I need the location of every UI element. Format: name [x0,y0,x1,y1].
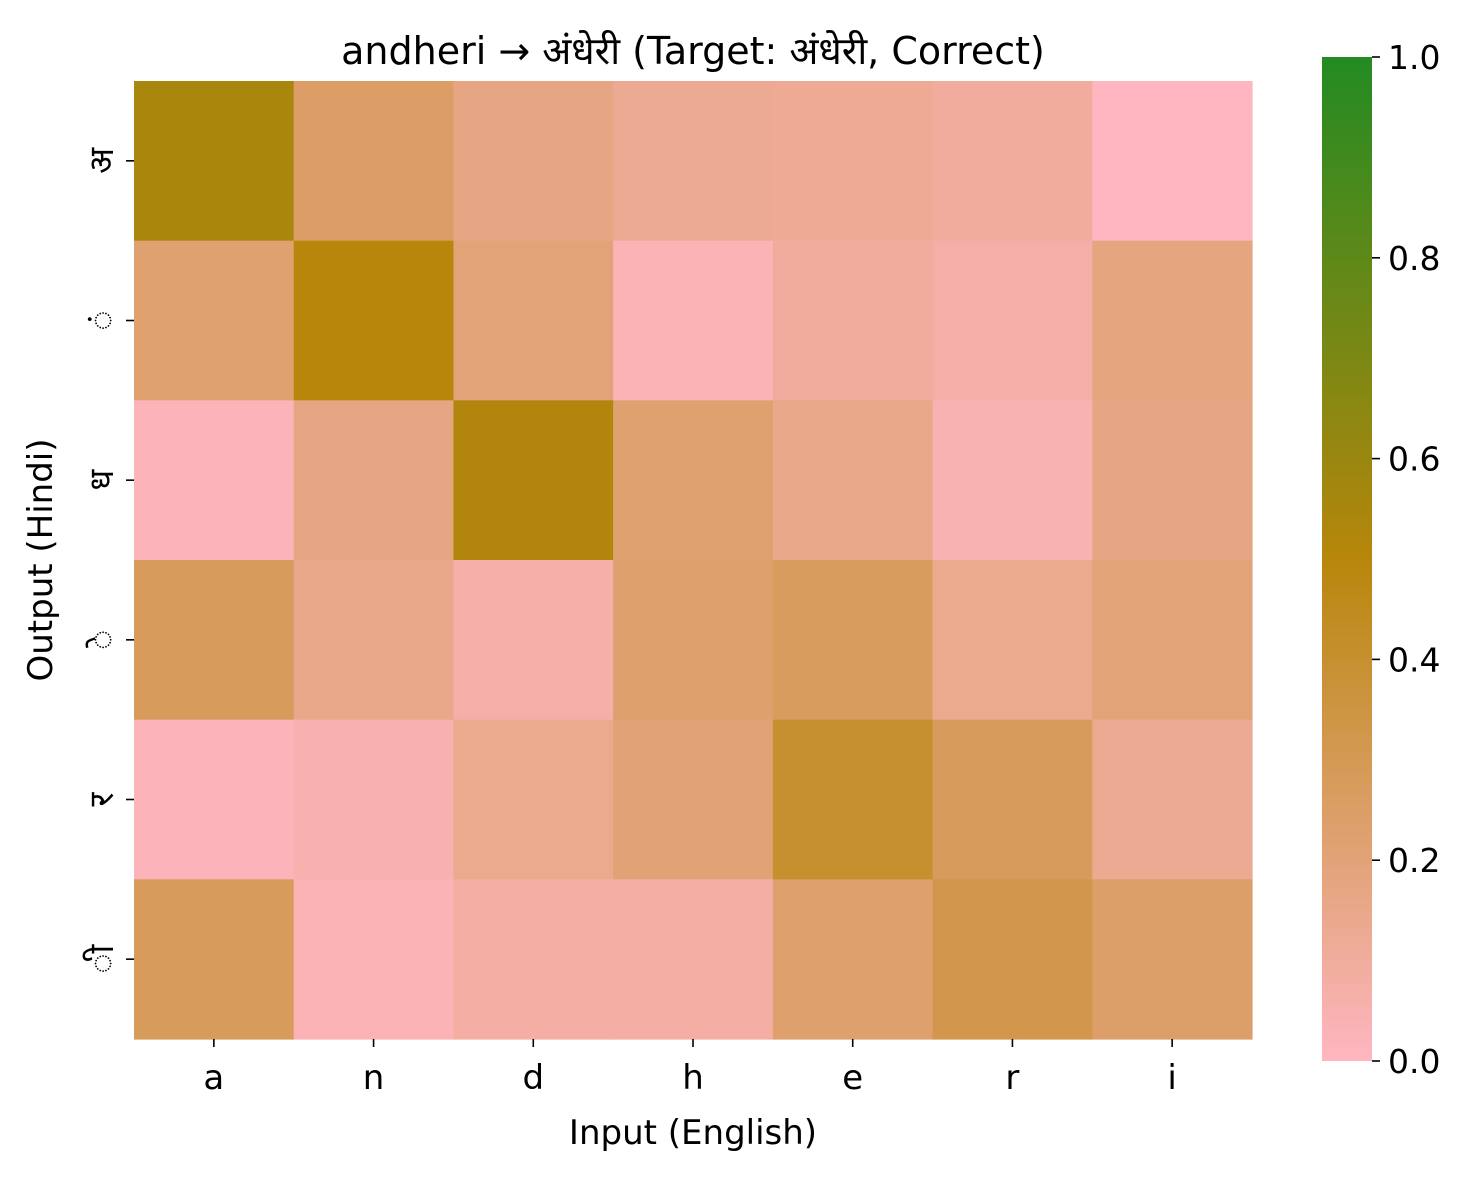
y-tick-label: अ [82,147,122,174]
y-axis-label: Output (Hindi) [21,438,61,681]
heatmap-cell-r0-c0 [134,81,295,242]
y-tick-label: े [82,630,122,650]
heatmap-cell-r2-c0 [134,400,295,561]
heatmap-cell-r4-c2 [453,719,614,880]
heatmap-cell-r3-c0 [134,560,295,721]
colorbar-tick-label: 0.4 [1388,640,1440,679]
heatmap-cell-r1-c3 [613,240,774,401]
heatmap-cell-r5-c6 [1092,879,1253,1040]
heatmap-cell-r4-c5 [932,719,1093,880]
heatmap-cell-r0-c6 [1092,81,1253,242]
heatmap-cell-r4-c0 [134,719,295,880]
heatmap-cell-r1-c2 [453,240,614,401]
heatmap-cell-r2-c1 [293,400,455,561]
heatmap-cell-r2-c4 [772,400,934,561]
heatmap-cell-r4-c6 [1092,719,1253,880]
heatmap-cell-r3-c4 [772,560,934,721]
colorbar [1322,57,1372,1061]
heatmap-cell-r5-c2 [453,879,614,1040]
heatmap-cell-r2-c3 [613,400,774,561]
heatmap-cell-r0-c2 [453,81,614,242]
colorbar-tick-label: 0.6 [1388,440,1440,479]
heatmap-cell-r3-c3 [613,560,774,721]
heatmap-cell-r1-c4 [772,240,934,401]
colorbar-tick-label: 1.0 [1388,38,1440,77]
colorbar-tick-label: 0.2 [1388,841,1440,880]
y-tick-label: ध [82,469,122,491]
x-axis-label: Input (English) [569,1113,817,1153]
heatmap-cell-r1-c1 [293,240,455,401]
x-tick-label: h [682,1058,704,1098]
heatmap-cell-r3-c2 [453,560,614,721]
y-tick-label: र [82,791,122,806]
x-tick-label: r [1005,1058,1019,1098]
heatmap-cell-r4-c3 [613,719,774,880]
x-tick-label: n [363,1058,385,1098]
heatmap-cell-r3-c5 [932,560,1093,721]
heatmap-cells [134,81,1253,1040]
y-axis-ticks: अं धे री [82,147,134,974]
heatmap-cell-r5-c1 [293,879,455,1040]
heatmap-cell-r2-c5 [932,400,1093,561]
heatmap-cell-r1-c6 [1092,240,1253,401]
heatmap-cell-r5-c3 [613,879,774,1040]
heatmap-cell-r0-c4 [772,81,934,242]
x-tick-label: a [203,1058,224,1098]
heatmap-cell-r5-c0 [134,879,295,1040]
heatmap-cell-r4-c4 [772,719,934,880]
y-tick-label: ं [82,310,122,330]
x-tick-label: e [842,1058,863,1098]
heatmap-cell-r0-c1 [293,81,455,242]
heatmap-cell-r5-c4 [772,879,934,1040]
colorbar-tick-label: 0.0 [1388,1042,1440,1081]
y-tick-label: ी [82,943,122,973]
x-tick-label: d [522,1058,544,1098]
colorbar-ticks: 0.0 0.2 0.4 0.6 0.8 1.0 [1372,38,1440,1081]
heatmap-cell-r0-c5 [932,81,1093,242]
heatmap-cell-r3-c1 [293,560,455,721]
heatmap-cell-r2-c6 [1092,400,1253,561]
heatmap-cell-r5-c5 [932,879,1093,1040]
x-tick-label: i [1167,1058,1176,1098]
heatmap-cell-r3-c6 [1092,560,1253,721]
colorbar-tick-label: 0.8 [1388,239,1440,278]
heatmap-cell-r1-c5 [932,240,1093,401]
heatmap-cell-r4-c1 [293,719,455,880]
chart-title: andheri → अंधेरी (Target: अंधेरी, Correc… [341,29,1045,73]
heatmap-cell-r0-c3 [613,81,774,242]
heatmap-cell-r2-c2 [453,400,614,561]
heatmap-cell-r1-c0 [134,240,295,401]
